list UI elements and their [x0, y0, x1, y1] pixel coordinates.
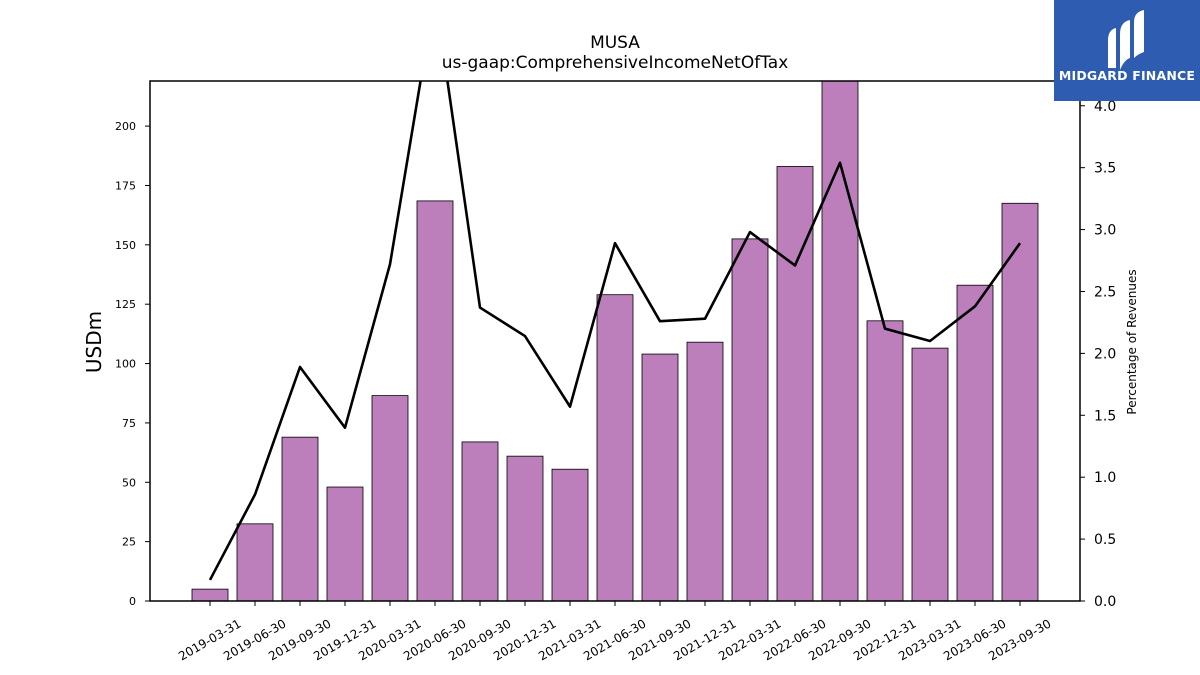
midgard-logo-icon — [1108, 10, 1144, 70]
y-tick-label: 100 — [115, 358, 136, 371]
y2-tick-label: 1.0 — [1094, 470, 1116, 486]
bar — [506, 455, 544, 602]
y-tick-label: 200 — [115, 120, 136, 133]
logo-text: MIDGARD FINANCE — [1058, 68, 1196, 83]
bar — [236, 523, 274, 602]
bar — [911, 347, 949, 602]
y2-tick-label: 3.0 — [1094, 223, 1116, 239]
y-tick-label: 175 — [115, 179, 136, 192]
bar — [776, 166, 814, 602]
bar — [461, 441, 499, 602]
y2-tick-label: 2.0 — [1094, 346, 1116, 362]
chart-title: MUSA — [590, 33, 640, 53]
bar — [1001, 202, 1039, 602]
y2-tick-label: 3.5 — [1094, 161, 1116, 177]
y2-tick-label: 0.0 — [1094, 594, 1116, 610]
y-tick-label: 125 — [115, 298, 136, 311]
y2-axis-label: Percentage of Revenues — [1125, 269, 1139, 414]
y-tick-label: 50 — [122, 476, 136, 489]
y2-tick-label: 2.5 — [1094, 284, 1116, 300]
bar — [731, 238, 769, 602]
chart-subtitle: us-gaap:ComprehensiveIncomeNetOfTax — [442, 53, 789, 73]
y2-tick-label: 0.5 — [1094, 532, 1116, 548]
bar — [956, 284, 994, 602]
y-tick-label: 75 — [122, 417, 136, 430]
bar — [191, 588, 229, 602]
bar — [371, 395, 409, 602]
bar — [821, 80, 859, 602]
bar — [596, 294, 634, 602]
y-tick-label: 25 — [122, 536, 136, 549]
line-series — [208, 81, 1022, 581]
y-tick-label: 0 — [129, 595, 136, 608]
bar — [686, 341, 724, 602]
plot-frame — [149, 80, 1081, 602]
y-tick-label: 150 — [115, 239, 136, 252]
bar — [281, 436, 319, 602]
bar — [326, 486, 364, 602]
y2-tick-label: 4.0 — [1094, 99, 1116, 115]
bar — [641, 353, 679, 602]
bar — [416, 200, 454, 602]
midgard-logo: MIDGARD FINANCE — [1054, 0, 1200, 101]
y2-tick-label: 1.5 — [1094, 408, 1116, 424]
bar — [551, 468, 589, 602]
y-axis-label: USDm — [82, 311, 106, 373]
bar — [866, 320, 904, 602]
